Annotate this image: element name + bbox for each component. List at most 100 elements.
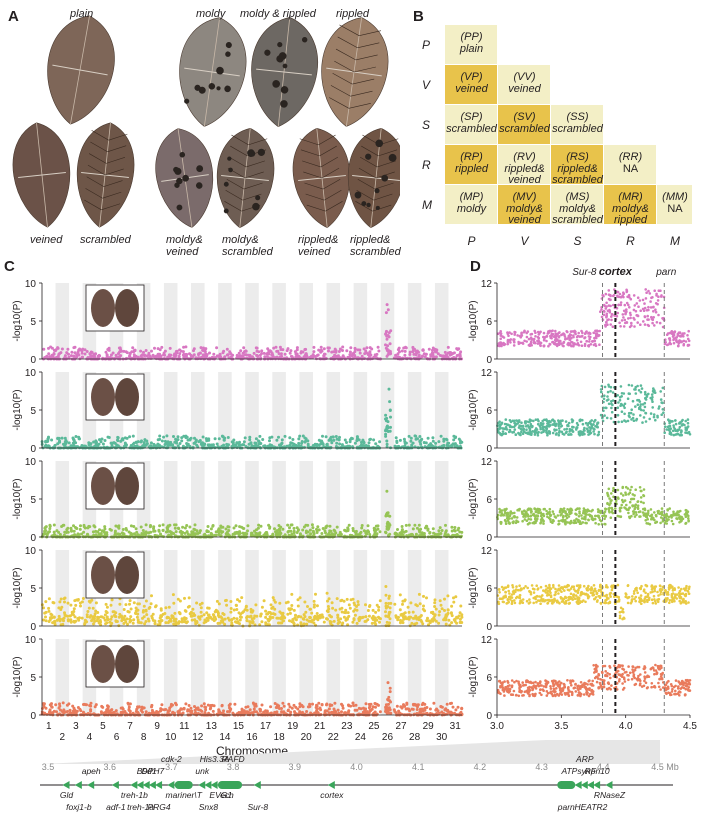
manhattan-point <box>389 409 392 412</box>
manhattan-point <box>330 615 333 618</box>
zoom-point <box>651 406 654 409</box>
manhattan-point <box>328 529 331 532</box>
matrix-row-label: P <box>422 38 430 52</box>
manhattan-point <box>385 426 388 429</box>
manhattan-point <box>388 524 391 527</box>
manhattan-point <box>433 605 436 608</box>
manhattan-point <box>89 355 92 358</box>
manhattan-point <box>379 710 382 713</box>
manhattan-point <box>358 707 361 710</box>
manhattan-point <box>95 703 98 706</box>
manhattan-point <box>113 441 116 444</box>
zoom-point <box>538 333 541 336</box>
manhattan-point <box>126 617 129 620</box>
manhattan-point <box>136 613 139 616</box>
manhattan-point <box>353 350 356 353</box>
manhattan-point <box>348 603 351 606</box>
manhattan-point <box>308 703 311 706</box>
zoom-point <box>568 338 571 341</box>
manhattan-point <box>110 604 113 607</box>
manhattan-point <box>129 702 132 705</box>
manhattan-point <box>184 532 187 535</box>
y-axis-label: -log10(P) <box>12 389 23 430</box>
zoom-point <box>584 343 587 346</box>
manhattan-point <box>286 613 289 616</box>
manhattan-point <box>175 523 178 526</box>
manhattan-point <box>410 444 413 447</box>
manhattan-point <box>289 349 292 352</box>
manhattan-point <box>180 439 183 442</box>
zoom-point <box>630 298 633 301</box>
manhattan-point <box>333 709 336 712</box>
manhattan-point <box>271 616 274 619</box>
manhattan-point <box>266 445 269 448</box>
manhattan-point <box>82 531 85 534</box>
manhattan-point <box>200 615 203 618</box>
manhattan-point <box>89 710 92 713</box>
manhattan-point <box>137 533 140 536</box>
manhattan-point <box>278 352 281 355</box>
manhattan-point <box>77 706 80 709</box>
manhattan-point <box>223 439 226 442</box>
manhattan-point <box>194 528 197 531</box>
zoom-point <box>640 391 643 394</box>
manhattan-point <box>333 702 336 705</box>
manhattan-point <box>400 530 403 533</box>
manhattan-point <box>200 357 203 360</box>
manhattan-point <box>318 528 321 531</box>
manhattan-point <box>280 355 283 358</box>
zoom-point <box>551 341 554 344</box>
manhattan-point <box>48 524 51 527</box>
manhattan-point <box>170 703 173 706</box>
manhattan-point <box>300 350 303 353</box>
manhattan-point <box>307 443 310 446</box>
matrix-cell-code: (MR) <box>618 191 643 203</box>
manhattan-point <box>177 527 180 530</box>
manhattan-point <box>235 608 238 611</box>
leaf-inset-left <box>91 556 115 594</box>
manhattan-point <box>188 526 191 529</box>
manhattan-point <box>253 708 256 711</box>
zoom-point <box>513 341 516 344</box>
manhattan-point <box>369 709 372 712</box>
manhattan-point <box>394 532 397 535</box>
manhattan-point <box>335 442 338 445</box>
manhattan-point <box>133 601 136 604</box>
manhattan-point <box>68 441 71 444</box>
manhattan-point <box>197 440 200 443</box>
manhattan-point <box>172 602 175 605</box>
leaf-label-plain: plain <box>70 8 93 20</box>
manhattan-point <box>232 443 235 446</box>
zoom-point <box>609 311 612 314</box>
manhattan-point <box>306 524 309 527</box>
manhattan-point <box>137 619 140 622</box>
manhattan-point <box>345 349 348 352</box>
zoom-point <box>612 325 615 328</box>
zoom-point <box>555 335 558 338</box>
matrix-cell-name: veined <box>508 214 541 226</box>
manhattan-point <box>216 600 219 603</box>
zoom-point <box>672 335 675 338</box>
manhattan-point <box>450 621 453 624</box>
manhattan-point <box>179 531 182 534</box>
manhattan-point <box>117 624 120 627</box>
manhattan-point <box>366 618 369 621</box>
manhattan-point <box>106 606 109 609</box>
zoom-point <box>652 306 655 309</box>
zoom-point <box>647 306 650 309</box>
manhattan-point <box>284 353 287 356</box>
manhattan-point <box>290 604 293 607</box>
zoom-point <box>650 316 653 319</box>
zoom-point <box>555 339 558 342</box>
manhattan-point <box>299 596 302 599</box>
manhattan-point <box>170 532 173 535</box>
manhattan-point <box>354 442 357 445</box>
zoom-point <box>623 325 626 328</box>
zoom-point <box>576 339 579 342</box>
manhattan-point <box>379 599 382 602</box>
manhattan-point <box>451 614 454 617</box>
manhattan-point <box>454 708 457 711</box>
manhattan-point <box>208 357 211 360</box>
manhattan-point <box>271 533 274 536</box>
